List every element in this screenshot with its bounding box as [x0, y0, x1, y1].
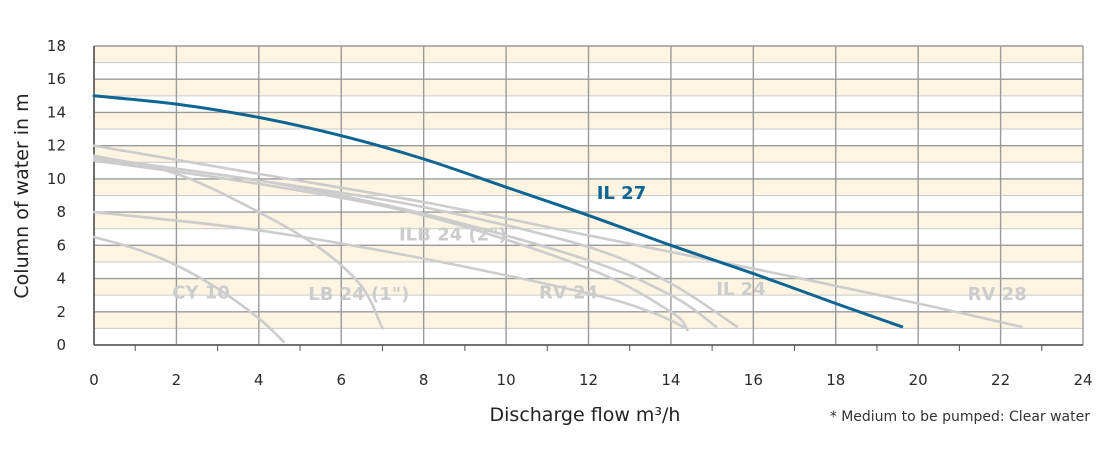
x-tick-label: 12	[579, 371, 598, 389]
x-tick-label: 24	[1073, 371, 1092, 389]
curve-label: ILB 24 (2")	[399, 224, 507, 245]
x-tick-label: 18	[826, 371, 845, 389]
curve-label: IL 27	[597, 183, 646, 204]
x-tick-label: 14	[661, 371, 680, 389]
y-tick-label: 16	[47, 70, 66, 88]
x-tick-label: 8	[419, 371, 429, 389]
y-tick-label: 4	[56, 270, 66, 288]
curve-labels: RV 28 IL 24 ILB 24 (2") RV 24 LB 24 (1") CY 1…	[172, 183, 1026, 305]
y-tick-label: 10	[47, 170, 66, 188]
curve-label: LB 24 (1")	[308, 284, 409, 305]
x-tick-label: 20	[909, 371, 928, 389]
y-tick-label: 12	[47, 137, 66, 155]
y-tick-label: 2	[56, 303, 66, 321]
curve-label: RV 28	[968, 284, 1027, 305]
x-tick-label: 10	[497, 371, 516, 389]
curve-line	[92, 144, 1023, 328]
y-axis-ticks: 0 2 4 6 8 10 12 14 16 18	[47, 37, 66, 354]
y-tick-label: 6	[56, 236, 66, 254]
y-tick-label: 18	[47, 37, 66, 55]
x-tick-label: 0	[89, 371, 99, 389]
curve-line	[92, 157, 718, 328]
y-tick-label: 14	[47, 103, 66, 121]
curve-line	[92, 159, 689, 332]
curve-line	[92, 210, 685, 328]
x-tick-label: 4	[254, 371, 264, 389]
footnote: * Medium to be pumped: Clear water	[830, 409, 1090, 425]
x-tick-label: 22	[991, 371, 1010, 389]
x-axis-ticks: 0 2 4 6 8 10 12 14 16 18 20 22 24	[89, 371, 1092, 389]
x-axis-title: Discharge flow m³/h	[490, 404, 681, 426]
curve-label: IL 24	[716, 279, 765, 300]
curves	[92, 94, 1023, 343]
x-tick-label: 2	[172, 371, 182, 389]
curve-line	[92, 235, 285, 343]
x-tick-label: 6	[336, 371, 346, 389]
curve-label: RV 24	[539, 282, 598, 303]
y-tick-label: 8	[56, 203, 66, 221]
y-tick-label: 0	[56, 336, 66, 354]
x-tick-label: 16	[744, 371, 763, 389]
curve-label: CY 10	[172, 282, 230, 303]
y-axis-title: Column of water in m	[11, 93, 33, 298]
curve-line	[92, 154, 384, 330]
curve-line	[92, 94, 904, 329]
